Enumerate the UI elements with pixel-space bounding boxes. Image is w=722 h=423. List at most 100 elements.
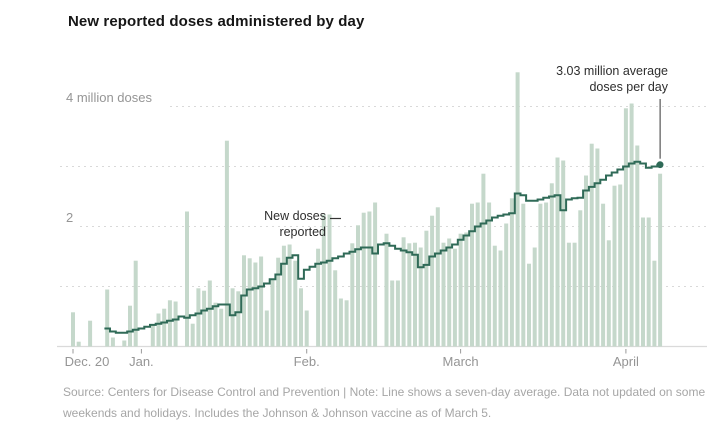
daily-bar bbox=[304, 310, 309, 347]
daily-bar bbox=[390, 280, 395, 347]
annotation-new-doses-line2: reported bbox=[279, 224, 326, 239]
daily-bar bbox=[190, 323, 195, 347]
y-axis-label-4m: 4 million doses bbox=[66, 90, 152, 105]
daily-bar bbox=[224, 140, 229, 347]
daily-bar bbox=[498, 250, 503, 347]
daily-bar bbox=[316, 248, 321, 347]
daily-bar bbox=[350, 243, 355, 347]
daily-bar bbox=[532, 247, 537, 347]
daily-bar bbox=[185, 211, 189, 347]
daily-bar bbox=[452, 248, 457, 347]
daily-bar bbox=[71, 312, 75, 347]
daily-bar bbox=[264, 310, 269, 347]
daily-bar bbox=[150, 325, 155, 347]
daily-bar bbox=[361, 212, 366, 347]
daily-bar bbox=[247, 258, 252, 347]
daily-bar bbox=[207, 280, 212, 347]
daily-bar bbox=[219, 308, 224, 347]
daily-bar bbox=[521, 203, 526, 347]
daily-bar bbox=[338, 298, 343, 347]
daily-bar bbox=[623, 108, 628, 347]
daily-bar bbox=[344, 300, 349, 347]
annotation-average: 3.03 million average doses per day bbox=[480, 64, 668, 95]
daily-bar bbox=[242, 255, 246, 347]
daily-bar bbox=[367, 211, 372, 347]
daily-bar bbox=[430, 215, 435, 347]
daily-bar bbox=[629, 103, 634, 347]
daily-bar bbox=[475, 202, 480, 347]
x-axis-label: Jan. bbox=[129, 354, 154, 369]
daily-bar bbox=[299, 288, 303, 347]
daily-bar bbox=[441, 242, 446, 347]
daily-bar bbox=[595, 148, 600, 347]
daily-bar bbox=[641, 217, 645, 347]
daily-bar bbox=[213, 302, 218, 347]
daily-bar bbox=[281, 245, 286, 347]
daily-bar bbox=[424, 230, 429, 347]
seven-day-average-line bbox=[104, 160, 663, 334]
daily-bar bbox=[515, 72, 520, 347]
daily-bar bbox=[646, 217, 651, 347]
daily-bar bbox=[538, 203, 543, 347]
daily-bar bbox=[601, 203, 606, 347]
daily-bar bbox=[230, 288, 235, 347]
daily-bar bbox=[327, 214, 332, 347]
daily-bar bbox=[458, 233, 463, 347]
daily-bar bbox=[435, 207, 440, 347]
line-end-dot bbox=[656, 161, 664, 169]
daily-bar bbox=[133, 260, 138, 347]
daily-bar bbox=[504, 223, 509, 347]
x-axis-label: Dec. 20 bbox=[64, 354, 110, 369]
daily-bar bbox=[270, 278, 275, 347]
daily-bar bbox=[589, 143, 594, 347]
daily-bar bbox=[259, 256, 264, 347]
daily-bar bbox=[202, 290, 207, 347]
daily-bar bbox=[464, 232, 469, 347]
daily-bar bbox=[407, 243, 412, 347]
daily-bar bbox=[156, 313, 161, 347]
daily-bar bbox=[356, 225, 360, 347]
daily-bar bbox=[555, 157, 560, 347]
daily-bar bbox=[162, 308, 167, 347]
daily-bar bbox=[76, 341, 81, 347]
daily-bar bbox=[395, 280, 400, 347]
daily-bar bbox=[544, 202, 549, 347]
daily-bar bbox=[88, 320, 93, 347]
daily-bar bbox=[128, 305, 132, 347]
daily-bar bbox=[492, 245, 497, 347]
x-axis-label: Feb. bbox=[293, 354, 320, 369]
x-axis-label: March bbox=[442, 354, 479, 369]
daily-bar bbox=[527, 263, 531, 347]
annotation-average-line1: 3.03 million average bbox=[556, 64, 668, 78]
daily-bar bbox=[572, 242, 577, 347]
daily-bar bbox=[122, 340, 127, 347]
daily-bar bbox=[509, 198, 514, 347]
daily-bar bbox=[287, 244, 292, 347]
daily-bar bbox=[236, 291, 241, 347]
daily-bar bbox=[481, 173, 486, 347]
daily-bar bbox=[384, 233, 389, 347]
daily-bar bbox=[561, 160, 566, 347]
daily-bar bbox=[276, 257, 281, 347]
daily-bar bbox=[618, 184, 623, 347]
chart-title: New reported doses administered by day bbox=[68, 13, 365, 30]
daily-bar bbox=[566, 242, 571, 347]
daily-bar bbox=[401, 237, 406, 347]
daily-bar bbox=[549, 183, 554, 347]
daily-bar bbox=[612, 185, 617, 347]
daily-bar bbox=[487, 202, 492, 347]
daily-bar bbox=[321, 214, 326, 347]
daily-bar bbox=[333, 270, 338, 347]
daily-bar bbox=[447, 238, 452, 347]
annotation-new-doses-line1: New doses bbox=[264, 209, 326, 223]
daily-bar bbox=[173, 301, 178, 347]
source-note: Source: Centers for Disease Control and … bbox=[63, 385, 706, 420]
daily-bar bbox=[293, 260, 298, 347]
daily-bar bbox=[578, 210, 583, 347]
daily-bar bbox=[606, 240, 611, 347]
y-axis-label-2: 2 bbox=[66, 210, 74, 225]
annotation-new-doses: New doses reported bbox=[180, 209, 326, 240]
daily-bar bbox=[652, 260, 657, 347]
